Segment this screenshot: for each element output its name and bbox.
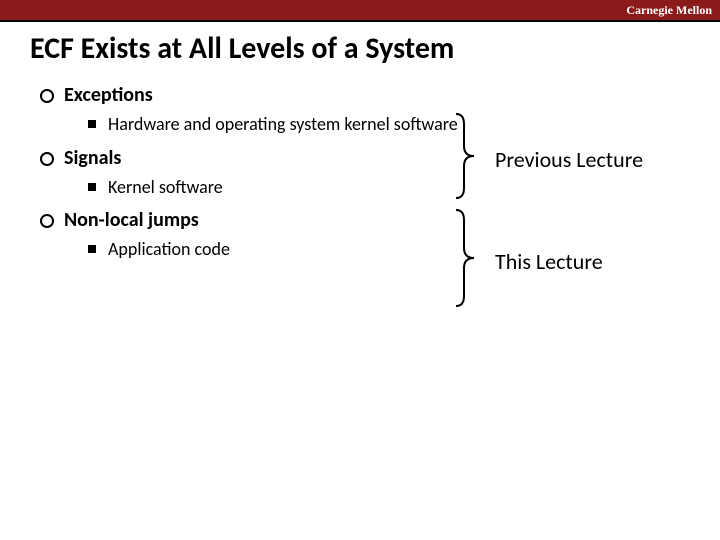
list-subitem: Kernel software (88, 176, 458, 199)
list-subitem-label: Kernel software (108, 176, 223, 199)
list-item-label: Non-local jumps (64, 208, 199, 232)
list-subitem-label: Application code (108, 238, 230, 261)
brace-icon (452, 110, 482, 202)
square-bullet-icon (88, 120, 96, 128)
brace-icon (452, 206, 482, 310)
annotation-label: This Lecture (495, 248, 603, 275)
list-subitem: Hardware and operating system kernel sof… (88, 113, 458, 136)
institution-label: Carnegie Mellon (626, 3, 712, 18)
ring-bullet-icon (40, 89, 54, 103)
header-bar: Carnegie Mellon (0, 0, 720, 20)
list-item: Non-local jumps (40, 208, 720, 232)
annotation-label: Previous Lecture (495, 146, 643, 173)
square-bullet-icon (88, 245, 96, 253)
slide: Carnegie Mellon ECF Exists at All Levels… (0, 0, 720, 540)
list-item-label: Exceptions (64, 83, 153, 107)
list-subitem: Application code (88, 238, 458, 261)
ring-bullet-icon (40, 152, 54, 166)
page-title: ECF Exists at All Levels of a System (0, 22, 720, 83)
ring-bullet-icon (40, 214, 54, 228)
square-bullet-icon (88, 183, 96, 191)
list-item-label: Signals (64, 146, 121, 170)
list-item: Exceptions (40, 83, 720, 107)
list-subitem-label: Hardware and operating system kernel sof… (108, 113, 458, 136)
